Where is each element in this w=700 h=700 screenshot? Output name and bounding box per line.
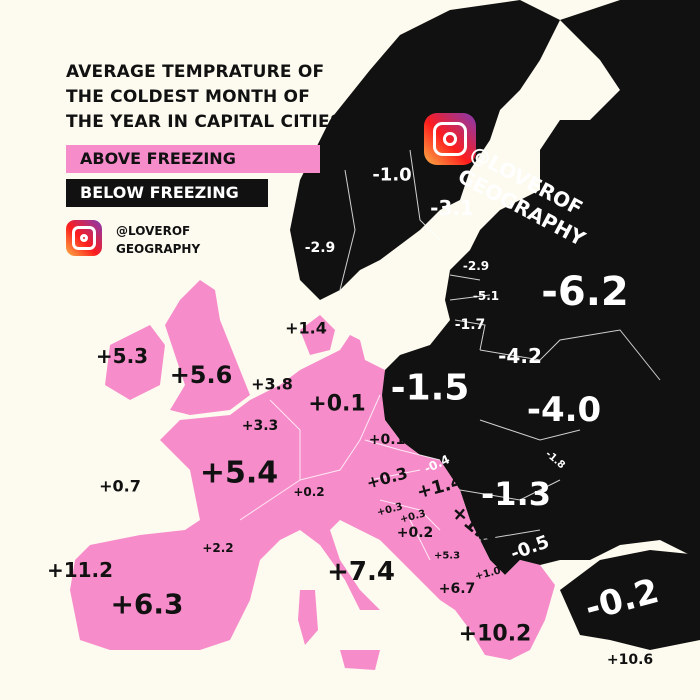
turkey-region <box>560 550 700 650</box>
borders <box>239 149 661 561</box>
temperature-label: +1.4 <box>285 318 327 338</box>
temperature-label: +6.7 <box>438 581 476 597</box>
handle-line: GEOGRAPHY <box>116 242 201 256</box>
denmark-region <box>300 315 335 355</box>
temperature-label: -1.5 <box>390 367 470 409</box>
temperature-label: -2.9 <box>304 240 336 256</box>
temperature-label: +3.8 <box>251 374 293 394</box>
temperature-label: +5.3 <box>95 344 149 368</box>
temperature-label: -1.0 <box>372 164 412 186</box>
title-line: THE COLDEST MONTH OF <box>66 87 311 107</box>
italy-islands-region <box>298 590 380 670</box>
temperature-label: +0.7 <box>99 476 141 496</box>
temperature-label: +3.3 <box>241 418 279 434</box>
temperature-label: -2.9 <box>462 259 490 273</box>
title-line: AVERAGE TEMPRATURE OF <box>66 62 325 82</box>
handle-small: @LOVEROF GEOGRAPHY <box>116 222 200 258</box>
temperature-label: +10.6 <box>606 652 654 668</box>
temperature-label: +10.2 <box>458 621 532 647</box>
temperature-label: +5.6 <box>169 361 233 389</box>
handle-line: @LOVEROF <box>116 224 191 238</box>
ireland-region <box>105 325 165 400</box>
eastern-region <box>380 0 700 575</box>
temperature-label: +5.3 <box>433 550 461 562</box>
temperature-label: +0.1 <box>308 391 366 417</box>
title-line: THE YEAR IN CAPITAL CITIES <box>66 112 343 132</box>
temperature-label: +0.2 <box>396 525 434 541</box>
temperature-label: -3.1 <box>430 196 474 220</box>
legend-below-freezing: BELOW FREEZING <box>66 179 268 207</box>
temperature-label: +2.2 <box>202 541 234 555</box>
temperature-label: -4.0 <box>526 390 602 430</box>
temperature-label: +11.2 <box>46 558 114 582</box>
temperature-label: +7.4 <box>327 557 395 587</box>
instagram-icon <box>424 113 476 165</box>
legend-above-freezing: ABOVE FREEZING <box>66 145 320 173</box>
temperature-label: -6.2 <box>541 269 629 315</box>
instagram-icon <box>66 220 102 256</box>
temperature-label: -5.1 <box>472 289 500 303</box>
temperature-label: +0.1 <box>368 432 406 448</box>
temperature-label: +0.2 <box>293 485 325 499</box>
western-europe-region <box>70 335 555 660</box>
temperature-label: -1.7 <box>454 317 486 333</box>
map-title: AVERAGE TEMPRATURE OF THE COLDEST MONTH … <box>66 60 342 135</box>
temperature-label: -1.3 <box>481 475 551 513</box>
temperature-label: -4.2 <box>498 344 542 368</box>
uk-region <box>165 280 250 415</box>
temperature-label: +5.4 <box>199 455 279 491</box>
temperature-label: +6.3 <box>110 587 184 621</box>
